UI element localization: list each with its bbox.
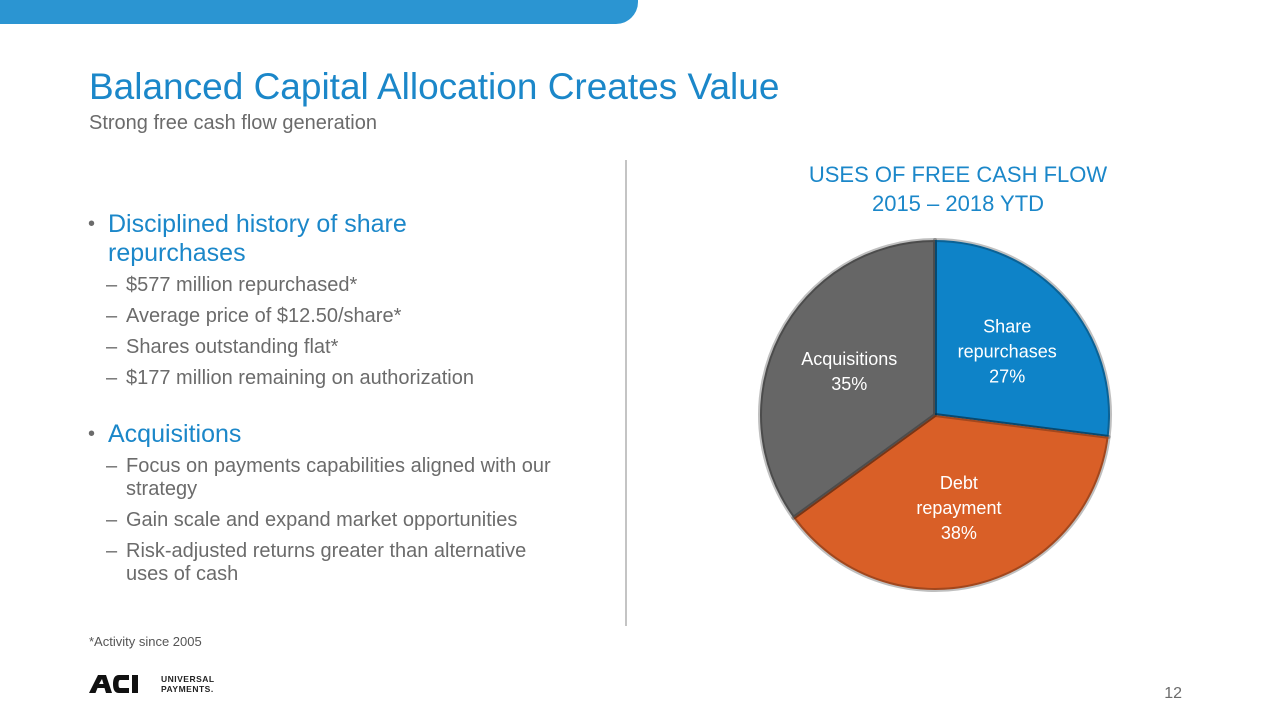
logo-text-line1: UNIVERSAL <box>161 674 215 684</box>
bullet-dot-icon: • <box>88 213 96 235</box>
dash-icon: – <box>106 336 118 358</box>
list-item: – Shares outstanding flat* <box>106 336 339 358</box>
bullet-dot-icon: • <box>88 423 96 445</box>
list-item: – Average price of $12.50/share* <box>106 305 402 327</box>
pie-slice-name: Share <box>983 316 1031 336</box>
pie-slice-label-2: Acquisitions 35% <box>801 349 897 394</box>
dash-icon: – <box>106 540 118 562</box>
pie-chart: Share repurchases 27% Debt repayment 38% Acqui… <box>758 238 1112 592</box>
logo-text-line2: PAYMENTS. <box>161 684 214 694</box>
pie-slice-value: 27% <box>989 366 1025 386</box>
section-heading: Acquisitions <box>108 420 242 448</box>
pie-slice-2 <box>758 238 937 520</box>
dash-icon: – <box>106 305 118 327</box>
page-number: 12 <box>1164 685 1182 702</box>
pie-slice-label-1: Debt repayment 38% <box>916 473 1001 543</box>
pie-slice-name: repayment <box>916 498 1001 518</box>
pie-slice-1 <box>791 413 1111 592</box>
pie-slice-value: 38% <box>941 523 977 543</box>
pie-slice-value: 35% <box>831 374 867 394</box>
dash-icon: – <box>106 367 118 389</box>
pie-slice-name: Debt <box>940 473 978 493</box>
dash-icon: – <box>106 274 118 296</box>
list-item: – Gain scale and expand market opportunit… <box>106 509 518 531</box>
list-item: – $577 million repurchased* <box>106 274 358 296</box>
aci-logo-mark-icon <box>89 675 138 693</box>
section-share-repurchases: • Disciplined history of share repurchas… <box>88 210 588 390</box>
header-accent-bar <box>0 0 638 24</box>
section-heading: Disciplined history of share repurchases <box>108 210 407 267</box>
chart-title: USES OF FREE CASH FLOW 2015 – 2018 YTD <box>758 160 1158 218</box>
page-title: Balanced Capital Allocation Creates Valu… <box>89 66 780 107</box>
dash-icon: – <box>106 455 118 477</box>
section-acquisitions: • Acquisitions – Focus on payments capabi… <box>88 420 588 586</box>
chart-title-line1: USES OF FREE CASH FLOW <box>808 162 1108 187</box>
footnote: *Activity since 2005 <box>89 634 202 649</box>
vertical-divider <box>625 160 627 626</box>
pie-slice-label-0: Share repurchases 27% <box>958 316 1057 386</box>
pie-slice-name: Acquisitions <box>801 349 897 369</box>
list-item: – Focus on payments capabilities aligned … <box>106 455 551 500</box>
list-item: – Risk-adjusted returns greater than alte… <box>106 540 527 585</box>
pie-slice-name: repurchases <box>958 341 1057 361</box>
page-subtitle: Strong free cash flow generation <box>89 112 377 134</box>
chart-title-line2: 2015 – 2018 YTD <box>871 191 1045 216</box>
dash-icon: – <box>106 509 118 531</box>
company-logo: UNIVERSAL PAYMENTS. <box>89 674 215 694</box>
bullet-list: • Disciplined history of share repurchas… <box>88 210 588 616</box>
pie-slice-0 <box>933 238 1112 439</box>
list-item: – $177 million remaining on authorization <box>106 367 474 389</box>
